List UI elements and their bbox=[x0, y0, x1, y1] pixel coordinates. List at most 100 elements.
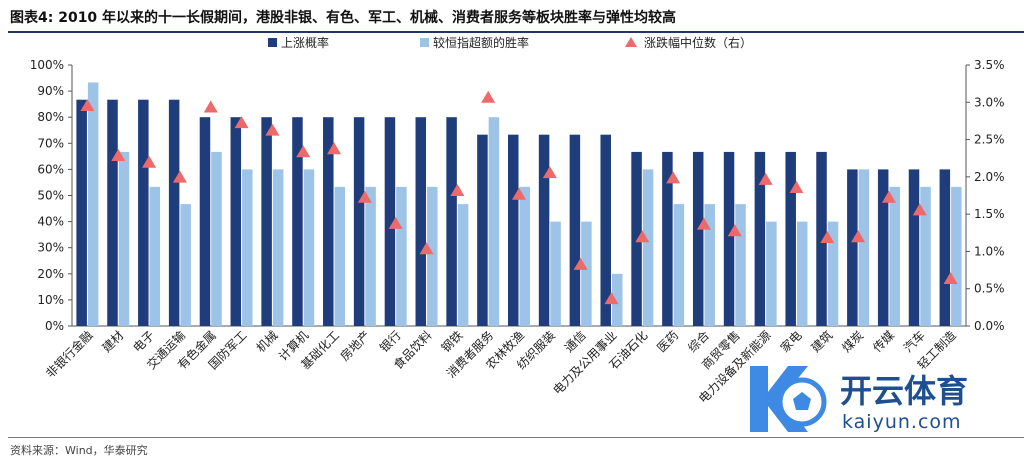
bar-excess-win-rate bbox=[673, 204, 685, 326]
marker-median-change bbox=[512, 187, 526, 200]
bar-up-probability bbox=[600, 134, 611, 326]
marker-median-change bbox=[111, 148, 126, 161]
category-label: 煤炭 bbox=[839, 328, 866, 355]
chart-title: 图表4: 2010 年以来的十一长假期间，港股非银、有色、军工、机械、消费者服务… bbox=[10, 10, 677, 26]
bar-up-probability bbox=[754, 151, 766, 326]
marker-median-change bbox=[357, 190, 372, 203]
bar-up-probability bbox=[785, 151, 796, 326]
marker-median-change bbox=[327, 142, 342, 155]
bar-up-probability bbox=[631, 151, 642, 326]
marker-median-change bbox=[265, 123, 280, 136]
bar-up-probability bbox=[723, 151, 735, 326]
marker-median-change bbox=[912, 203, 927, 216]
bar-excess-win-rate bbox=[427, 186, 438, 326]
legend-swatch-excess-win-rate bbox=[420, 38, 429, 47]
y-left-tick-label: 90% bbox=[37, 84, 64, 98]
bar-excess-win-rate bbox=[242, 169, 253, 326]
bar-up-probability bbox=[76, 99, 87, 326]
bar-up-probability bbox=[939, 169, 951, 326]
bar-up-probability bbox=[816, 151, 827, 326]
marker-median-change bbox=[820, 231, 835, 244]
marker-median-change bbox=[450, 184, 465, 197]
bar-excess-win-rate bbox=[149, 186, 161, 326]
y-left-tick-label: 60% bbox=[37, 162, 64, 176]
category-label: 非银行金融 bbox=[42, 328, 95, 381]
bar-up-probability bbox=[477, 134, 488, 326]
bar-up-probability bbox=[415, 117, 427, 326]
bar-excess-win-rate bbox=[211, 151, 222, 326]
source-note: 资料来源：Wind，华泰研究 bbox=[10, 444, 148, 457]
category-label: 医药 bbox=[654, 328, 681, 355]
bar-up-probability bbox=[384, 117, 396, 326]
y-left-tick-label: 10% bbox=[37, 293, 64, 307]
title-divider bbox=[8, 31, 1024, 33]
bar-excess-win-rate bbox=[303, 169, 315, 326]
bar-up-probability bbox=[230, 117, 242, 326]
y-right-tick-label: 0.0% bbox=[974, 319, 1005, 333]
watermark-url: kaiyun.com bbox=[842, 411, 962, 433]
legend-swatch-up-probability bbox=[268, 38, 277, 47]
bar-up-probability bbox=[662, 151, 673, 326]
bar-excess-win-rate bbox=[488, 117, 500, 326]
y-left-tick-label: 40% bbox=[37, 215, 64, 229]
y-left-tick-label: 80% bbox=[37, 110, 64, 124]
marker-median-change bbox=[296, 145, 311, 158]
bar-excess-win-rate bbox=[642, 169, 654, 326]
legend: 上涨概率 较恒指超额的胜率 涨跌幅中位数（右） bbox=[268, 35, 752, 50]
marker-median-change bbox=[789, 181, 804, 194]
bar-excess-win-rate bbox=[735, 204, 746, 326]
category-label: 家电 bbox=[777, 328, 805, 356]
legend-label-excess-win-rate: 较恒指超额的胜率 bbox=[433, 35, 529, 50]
bar-up-probability bbox=[107, 99, 118, 326]
y-left-tick-label: 30% bbox=[37, 241, 64, 255]
category-label: 汽车 bbox=[900, 328, 928, 356]
bar-up-probability bbox=[292, 117, 303, 326]
bar-excess-win-rate bbox=[519, 186, 530, 326]
marker-median-change bbox=[172, 170, 187, 183]
y-right-tick-label: 3.5% bbox=[974, 58, 1005, 72]
bar-excess-win-rate bbox=[272, 169, 284, 326]
category-label: 建材 bbox=[99, 328, 126, 355]
marker-median-change bbox=[80, 99, 95, 112]
marker-median-change bbox=[666, 171, 681, 184]
marker-median-change bbox=[881, 190, 896, 203]
watermark-brand: 开云体育 bbox=[840, 372, 968, 410]
bar-up-probability bbox=[908, 169, 920, 326]
category-label: 综合 bbox=[684, 328, 712, 356]
marker-median-change bbox=[203, 100, 218, 113]
bar-up-probability bbox=[508, 134, 519, 326]
bar-excess-win-rate bbox=[396, 186, 407, 326]
category-label: 机械 bbox=[253, 328, 281, 356]
y-left-tick-label: 100% bbox=[30, 58, 64, 72]
bar-up-probability bbox=[199, 117, 211, 326]
bar-excess-win-rate bbox=[766, 221, 777, 326]
marker-median-change bbox=[604, 292, 619, 305]
bar-excess-win-rate bbox=[796, 221, 808, 326]
bar-up-probability bbox=[847, 169, 858, 326]
watermark-logo: 开云体育 kaiyun.com bbox=[750, 366, 968, 433]
bar-excess-win-rate bbox=[611, 273, 623, 326]
category-label: 房地产 bbox=[337, 328, 373, 364]
y-left-tick-label: 50% bbox=[37, 189, 64, 203]
category-label: 传媒 bbox=[869, 328, 897, 356]
category-label: 电子 bbox=[130, 328, 157, 355]
marker-median-change bbox=[542, 166, 557, 179]
bar-excess-win-rate bbox=[951, 186, 962, 326]
y-right-tick-label: 0.5% bbox=[974, 282, 1005, 296]
y-left-tick-label: 20% bbox=[37, 267, 64, 281]
marker-median-change bbox=[758, 172, 773, 185]
marker-median-change bbox=[388, 216, 403, 229]
bar-excess-win-rate bbox=[180, 204, 191, 326]
bar-excess-win-rate bbox=[550, 221, 561, 326]
bar-excess-win-rate bbox=[581, 221, 592, 326]
bar-up-probability bbox=[692, 151, 704, 326]
bar-up-probability bbox=[877, 169, 889, 326]
marker-median-change bbox=[635, 230, 650, 243]
category-label: 钢铁 bbox=[439, 328, 466, 355]
category-label: 通信 bbox=[562, 328, 589, 355]
marker-median-change bbox=[696, 217, 711, 230]
bar-up-probability bbox=[261, 117, 272, 326]
legend-label-up-probability: 上涨概率 bbox=[281, 35, 329, 50]
marker-median-change bbox=[943, 272, 958, 285]
